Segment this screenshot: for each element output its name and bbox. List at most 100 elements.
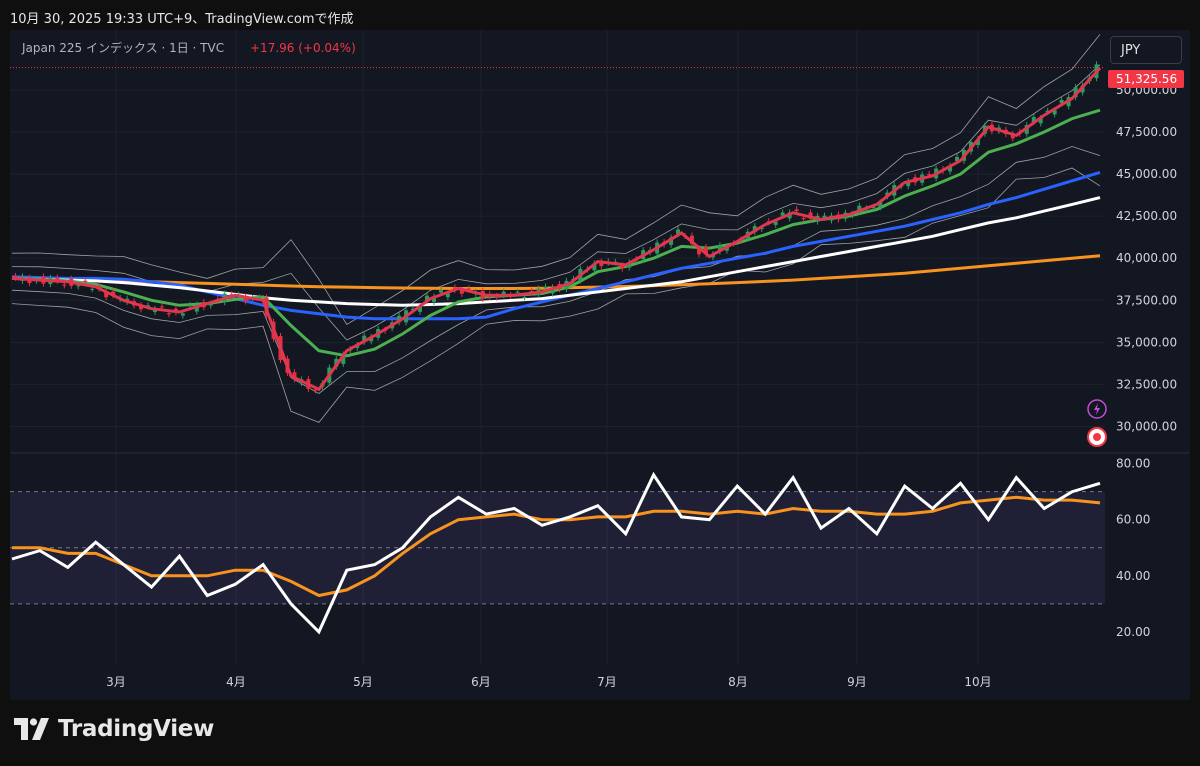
price-axis-tick-6: 35,000.00 xyxy=(1116,335,1177,349)
rsi-axis-tick-2: 40.00 xyxy=(1116,569,1150,583)
candle-body xyxy=(494,295,499,298)
candle-body xyxy=(724,246,729,251)
candle-body xyxy=(515,291,520,293)
candle-body xyxy=(543,286,548,289)
candle-body xyxy=(780,212,785,216)
candle-body xyxy=(111,291,116,296)
candle-body xyxy=(104,291,109,298)
last-price-label: 51,325.56 xyxy=(1116,72,1177,86)
candle-body xyxy=(459,289,464,294)
candle-body xyxy=(627,262,632,268)
rsi-series xyxy=(11,471,1101,635)
candle-body xyxy=(522,296,527,298)
time-axis-tick-2: 5月 xyxy=(353,675,373,689)
ma-white-line xyxy=(11,196,1101,307)
legend-symbol: Japan 225 インデックス · 1日 · TVC xyxy=(21,40,224,55)
candle-body xyxy=(669,237,674,245)
tradingview-logo-icon xyxy=(14,718,49,740)
candle-body xyxy=(1031,117,1036,122)
rsi-axis-tick-0: 80.00 xyxy=(1116,457,1150,471)
candle-body xyxy=(690,235,694,244)
candle-body xyxy=(55,277,60,281)
time-axis-tick-1: 4月 xyxy=(226,675,246,689)
price-axis-tick-5: 37,500.00 xyxy=(1116,293,1177,307)
candle-body xyxy=(257,297,262,299)
candle-body xyxy=(599,261,604,267)
snapshot-caption: 10月 30, 2025 19:33 UTC+9、TradingView.com… xyxy=(10,12,354,27)
candle-body xyxy=(1073,87,1078,98)
rsi-axis-tick-3: 20.00 xyxy=(1116,625,1150,639)
candle-body xyxy=(431,296,436,302)
candle-body xyxy=(676,229,681,234)
ema-red-line xyxy=(11,67,1102,392)
time-axis-tick-6: 9月 xyxy=(847,675,867,689)
rsi-line xyxy=(11,471,1101,635)
candle-body xyxy=(857,205,862,212)
candle-body xyxy=(313,389,318,391)
band-lower-outer xyxy=(11,167,1101,423)
currency-button[interactable]: JPY xyxy=(1110,36,1182,64)
candle-body xyxy=(696,248,701,255)
tradingview-logo: TradingView xyxy=(14,716,214,742)
candle-body xyxy=(243,296,248,302)
candle-body xyxy=(362,335,367,342)
candle-body xyxy=(801,218,806,220)
candle-body xyxy=(418,306,422,312)
record-icon[interactable] xyxy=(1087,427,1107,447)
candle-body xyxy=(438,290,443,293)
candle-body xyxy=(180,313,185,316)
candle-body xyxy=(592,263,597,271)
candle-body xyxy=(208,303,213,306)
candle-body xyxy=(424,295,429,301)
candle-body xyxy=(773,221,778,225)
time-axis-tick-3: 6月 xyxy=(471,675,491,689)
price-axis-tick-8: 30,000.00 xyxy=(1116,419,1177,433)
candle-body xyxy=(13,275,18,278)
price-axis-tick-1: 47,500.00 xyxy=(1116,125,1177,139)
band-lower-inner xyxy=(11,146,1101,394)
candle-body xyxy=(878,202,883,208)
candle-body xyxy=(397,315,402,323)
candle-body xyxy=(620,265,625,269)
legend-change: +17.96 (+0.04%) xyxy=(250,41,356,55)
candle-body xyxy=(166,313,171,315)
candle-body xyxy=(76,285,81,287)
candle-body xyxy=(759,228,764,230)
candle-body xyxy=(703,247,708,255)
candle-body xyxy=(62,284,67,286)
candle-body xyxy=(906,181,911,187)
band-upper-outer xyxy=(11,34,1101,326)
chart-background xyxy=(10,30,1190,700)
candle-body xyxy=(445,293,450,298)
candle-body xyxy=(717,245,722,252)
price-axis-tick-2: 45,000.00 xyxy=(1116,167,1177,181)
grid xyxy=(10,30,1105,665)
candle-body xyxy=(975,139,980,145)
candle-body xyxy=(187,305,192,307)
candle-body xyxy=(822,215,827,218)
candle-body xyxy=(83,280,88,282)
candle-body xyxy=(927,173,932,175)
candle-body xyxy=(1052,110,1057,115)
price-axis-tick-3: 42,500.00 xyxy=(1116,209,1177,223)
candle-body xyxy=(550,287,555,294)
time-axis-tick-4: 7月 xyxy=(597,675,617,689)
candle-body xyxy=(1059,99,1064,104)
candle-body xyxy=(341,354,346,364)
candle-body xyxy=(948,165,953,172)
price-axis-tick-7: 32,500.00 xyxy=(1116,377,1177,391)
price-axis-tick-4: 40,000.00 xyxy=(1116,251,1177,265)
time-axis-tick-5: 8月 xyxy=(728,675,748,689)
candle-body xyxy=(90,288,95,290)
time-axis-tick-0: 3月 xyxy=(106,675,126,689)
rsi-axis-tick-1: 60.00 xyxy=(1116,513,1150,527)
price-series xyxy=(11,34,1102,423)
candle-body xyxy=(955,156,960,161)
candle-body xyxy=(501,291,506,296)
candle-body xyxy=(146,305,150,307)
candle-body xyxy=(292,372,297,380)
last-price-tag: 51,325.56 xyxy=(1108,70,1184,88)
candle-body xyxy=(139,305,144,310)
lightning-icon[interactable] xyxy=(1087,399,1107,419)
